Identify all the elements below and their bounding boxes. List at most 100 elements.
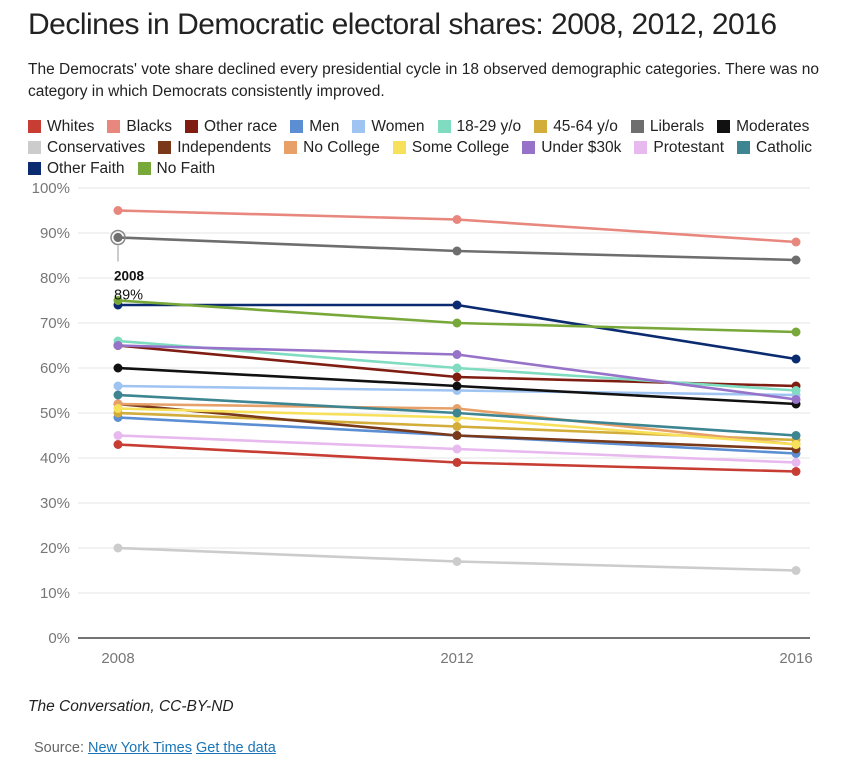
legend-label: Conservatives [47, 139, 146, 156]
legend-swatch [185, 120, 199, 133]
legend-label: Other Faith [47, 160, 125, 177]
source-link[interactable]: New York Times [88, 740, 192, 756]
y-tick-label: 40% [40, 450, 70, 467]
legend-item[interactable]: Moderates [717, 117, 809, 136]
data-point [452, 458, 462, 467]
legend-item[interactable]: Independents [158, 138, 271, 157]
y-tick-label: 90% [40, 225, 70, 242]
legend-item[interactable]: Men [290, 117, 339, 136]
data-point [452, 318, 462, 328]
legend-item[interactable]: Liberals [630, 117, 705, 136]
data-point [452, 444, 462, 454]
legend-swatch [137, 162, 151, 175]
legend-label: Moderates [736, 118, 810, 135]
chart-title: Declines in Democratic electoral shares:… [28, 8, 777, 41]
y-tick-label: 60% [40, 360, 70, 377]
data-point [452, 557, 462, 566]
legend-label: Liberals [649, 118, 705, 135]
legend-swatch [392, 141, 406, 154]
legend-swatch [522, 141, 536, 154]
legend-swatch [28, 162, 41, 175]
legend-swatch [737, 141, 751, 154]
x-tick-label: 2012 [440, 650, 473, 667]
legend-item[interactable]: No Faith [137, 159, 216, 178]
data-point [452, 431, 462, 440]
data-point [113, 390, 123, 400]
legend-item[interactable]: Protestant [634, 138, 724, 157]
highlight-ring [110, 229, 126, 246]
x-tick-label: 2008 [101, 650, 134, 667]
data-point [452, 381, 462, 391]
legend-label: 18-29 y/o [456, 118, 522, 135]
legend-item[interactable]: Catholic [737, 138, 812, 157]
chart-credit: The Conversation, CC-BY-ND [28, 698, 234, 715]
legend-swatch [634, 141, 648, 154]
data-point [791, 327, 801, 337]
data-point [791, 395, 801, 404]
y-tick-label: 70% [40, 315, 70, 332]
data-point [452, 408, 462, 418]
legend-label: Some College [411, 139, 510, 156]
legend-item[interactable]: Whites [28, 117, 94, 136]
data-point [452, 300, 462, 310]
source-line: Source: New York Times Get the data [34, 740, 276, 756]
legend-item[interactable]: 18-29 y/o [437, 117, 522, 136]
legend-label: Under $30k [541, 139, 622, 156]
legend-item[interactable]: Other race [185, 117, 277, 136]
legend-item[interactable]: Women [352, 117, 425, 136]
legend-swatch [352, 120, 366, 133]
legend-swatch [630, 120, 644, 133]
data-point [113, 296, 123, 305]
legend-swatch [28, 120, 41, 133]
data-point [791, 440, 801, 449]
data-point [113, 381, 123, 391]
legend-swatch [290, 120, 304, 133]
chart-subtitle: The Democrats' vote share declined every… [28, 61, 820, 100]
data-point [791, 386, 801, 395]
data-point [791, 467, 801, 476]
legend-label: No Faith [156, 160, 216, 177]
tooltip-year: 2008 [114, 269, 145, 284]
data-point [791, 566, 801, 575]
y-tick-label: 80% [40, 270, 70, 287]
data-point [113, 404, 123, 413]
data-point [113, 440, 123, 449]
data-point [452, 372, 462, 382]
legend-label: Whites [47, 118, 95, 135]
get-data-link[interactable]: Get the data [196, 740, 276, 756]
legend-item[interactable]: Under $30k [522, 138, 621, 157]
legend-swatch [534, 120, 548, 133]
y-tick-label: 0% [48, 630, 70, 647]
legend-swatch [437, 120, 451, 133]
source-label: Source: [34, 740, 84, 756]
data-point [113, 543, 123, 553]
legend-item[interactable]: 45-64 y/o [534, 117, 618, 136]
data-point [113, 363, 123, 373]
y-tick-label: 100% [32, 180, 70, 197]
legend-item[interactable]: Blacks [107, 117, 172, 136]
data-point [113, 431, 123, 440]
legend-item[interactable]: Some College [392, 138, 510, 157]
legend-label: Protestant [653, 139, 725, 156]
y-tick-label: 10% [40, 585, 70, 602]
data-point [452, 350, 462, 359]
data-point [791, 255, 801, 265]
legend-item[interactable]: Conservatives [28, 138, 145, 157]
legend-label: Blacks [126, 118, 173, 135]
legend-label: Men [309, 118, 340, 135]
legend-item[interactable]: Other Faith [28, 159, 125, 178]
data-point [452, 246, 462, 256]
legend-item[interactable]: No College [284, 138, 380, 157]
legend-label: No College [303, 139, 380, 156]
data-point [791, 237, 801, 247]
line-chart: 0% 10% 20% 30% 40% 50% 60% 70% 80% 90% 100% 2008 201… [32, 180, 813, 667]
y-tick-label: 50% [40, 405, 70, 422]
legend-label: Women [371, 118, 425, 135]
y-tick-label: 30% [40, 495, 70, 512]
legend-swatch [28, 141, 41, 154]
chart-legend: Whites Blacks Other race Men Women 18-29 y/o 4… [28, 117, 828, 180]
highlight-point [113, 233, 123, 242]
data-point [113, 341, 123, 350]
legend-swatch [717, 120, 731, 133]
legend-label: Independents [177, 139, 272, 156]
